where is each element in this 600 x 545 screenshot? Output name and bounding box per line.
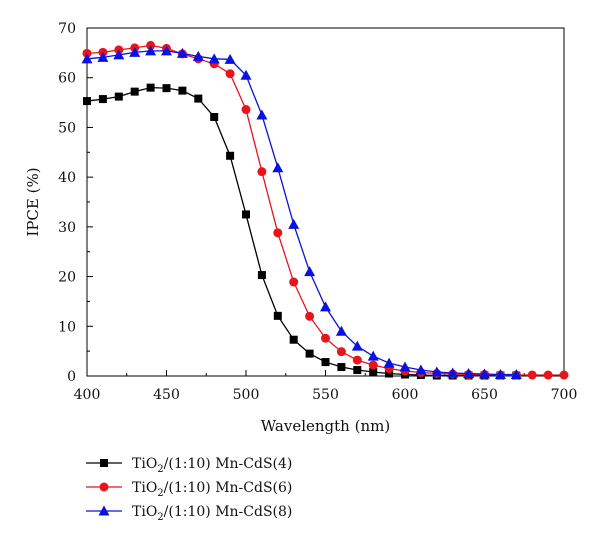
data-point [463, 368, 475, 379]
data-point [192, 50, 204, 61]
data-point [321, 333, 330, 343]
data-point [256, 109, 268, 120]
data-point [83, 97, 91, 106]
data-point [305, 311, 315, 321]
x-tick-label: 550 [312, 387, 339, 403]
y-tick-label: 40 [58, 170, 76, 186]
data-point [210, 112, 219, 121]
data-point [114, 92, 123, 101]
data-point [415, 364, 427, 375]
data-point [367, 350, 379, 361]
x-tick-label: 500 [233, 387, 260, 403]
data-point [97, 51, 109, 62]
data-point [257, 167, 267, 177]
series-layer [81, 40, 569, 380]
data-point [447, 367, 459, 378]
legend-item: TiO2/(1:10) Mn-CdS(8) [86, 504, 292, 523]
y-tick-label: 20 [58, 270, 76, 286]
data-point [146, 83, 155, 92]
data-point [527, 370, 537, 380]
legend-marker [100, 459, 108, 467]
data-point [242, 210, 250, 219]
legend-item: TiO2/(1:10) Mn-CdS(6) [86, 480, 292, 499]
data-point [337, 363, 346, 372]
data-point [305, 349, 314, 358]
data-point [288, 218, 300, 229]
data-point [369, 368, 378, 377]
legend-label: TiO2/(1:10) Mn-CdS(4) [132, 456, 292, 475]
data-point [257, 271, 266, 280]
data-point [98, 95, 107, 104]
data-point [81, 53, 93, 64]
data-point [399, 361, 411, 372]
x-tick-label: 650 [471, 387, 498, 403]
data-point [494, 369, 506, 380]
data-point [240, 69, 252, 80]
data-point [273, 311, 282, 320]
data-point [479, 368, 490, 379]
data-point [162, 84, 171, 93]
data-point [352, 355, 362, 365]
data-point [510, 369, 522, 380]
series-line [86, 87, 517, 377]
plot-frame [86, 27, 565, 377]
y-axis-label: IPCE (%) [24, 167, 42, 236]
legend-item: TiO2/(1:10) Mn-CdS(4) [86, 456, 292, 475]
series-line [86, 50, 517, 376]
data-point [289, 277, 299, 287]
series-square [83, 83, 521, 380]
data-point [335, 325, 347, 336]
data-point [351, 340, 363, 351]
data-point [129, 46, 141, 57]
legend: TiO2/(1:10) Mn-CdS(4) TiO2/(1:10) Mn-CdS(… [86, 456, 292, 523]
y-tick-label: 60 [58, 71, 76, 87]
data-point [304, 266, 316, 277]
data-point [208, 53, 220, 64]
data-point [320, 301, 331, 312]
x-tick-label: 600 [392, 387, 419, 403]
data-point [113, 49, 125, 60]
data-point [224, 53, 236, 64]
data-point [353, 366, 362, 375]
data-point [368, 360, 378, 370]
data-point [194, 94, 203, 103]
data-point [272, 162, 284, 173]
data-point [273, 228, 283, 238]
data-point [176, 47, 188, 58]
data-point [559, 370, 569, 380]
data-point [130, 87, 139, 96]
data-point [241, 105, 251, 115]
data-point [383, 357, 395, 368]
y-tick-label: 30 [58, 220, 76, 236]
legend-marker [98, 505, 110, 516]
data-point [225, 69, 235, 79]
series-triangle [81, 45, 522, 380]
y-tick-label: 70 [58, 21, 76, 37]
legend-label: TiO2/(1:10) Mn-CdS(8) [132, 504, 292, 523]
x-axis-label: Wavelength (nm) [261, 417, 390, 435]
y-tick-label: 10 [58, 319, 76, 335]
data-point [321, 358, 330, 367]
series-line [86, 44, 564, 376]
data-point [178, 86, 187, 95]
legend-marker [99, 482, 109, 492]
data-point [161, 45, 172, 56]
plot-axes: 400 450 500 550 600 650 700 0 10 20 30 40 50 60 70 [58, 21, 577, 403]
legend-label: TiO2/(1:10) Mn-CdS(6) [132, 480, 292, 499]
data-point [226, 151, 235, 160]
data-point [431, 366, 443, 377]
data-point [289, 335, 298, 344]
data-point [336, 347, 346, 357]
data-point [543, 370, 553, 380]
x-tick-label: 700 [551, 387, 578, 403]
data-point [145, 45, 157, 56]
y-tick-label: 0 [67, 369, 76, 385]
series-circle [82, 40, 569, 380]
data-point [385, 369, 394, 378]
x-tick-label: 450 [153, 387, 180, 403]
x-tick-label: 400 [74, 387, 101, 403]
y-tick-label: 50 [58, 120, 76, 136]
